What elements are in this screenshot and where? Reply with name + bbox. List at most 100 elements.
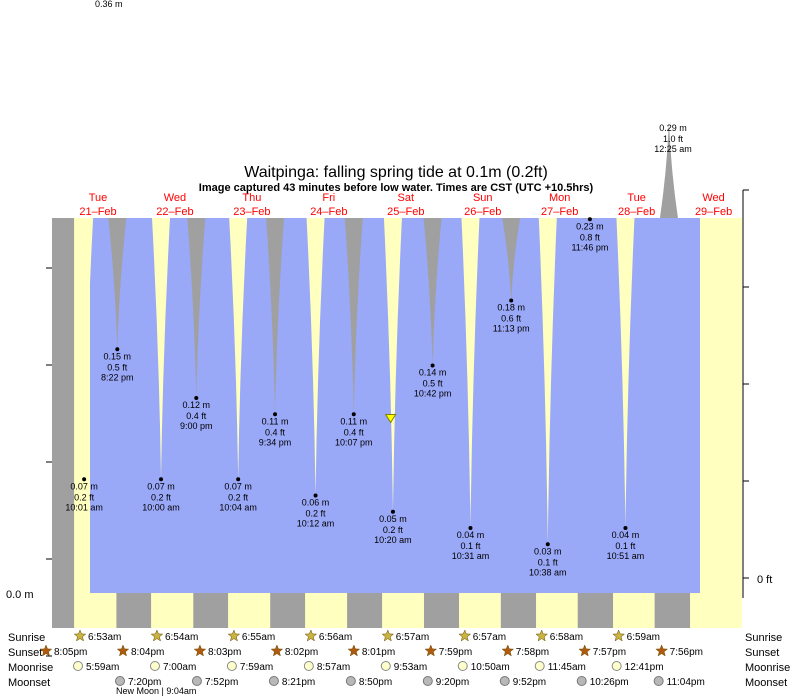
tide-point xyxy=(236,477,241,482)
date-label: 22–Feb xyxy=(156,206,193,218)
row-label-right-moonrise: Moonrise xyxy=(745,662,790,674)
tide-wedge xyxy=(659,121,678,218)
date-label: 29–Feb xyxy=(695,206,732,218)
tide-time: 10:20 am xyxy=(374,535,412,545)
tide-wedge xyxy=(538,218,557,545)
sunset-time: 7:57pm xyxy=(593,647,626,658)
date-label: 24–Feb xyxy=(310,206,347,218)
row-label-right-moonset: Moonset xyxy=(745,677,787,689)
tide-point xyxy=(351,412,356,417)
moonrise-icon xyxy=(303,661,314,671)
night-band xyxy=(52,218,75,628)
date-label: 26–Feb xyxy=(464,206,501,218)
left-axis-label-max: 0.36 m xyxy=(95,0,123,9)
chart-header: Waitpinga: falling spring tide at 0.1m (… xyxy=(199,164,594,194)
tide-height-ft: 0.5 ft xyxy=(423,379,444,389)
moonrise-icon xyxy=(226,661,237,671)
sunrise-time: 6:53am xyxy=(88,632,121,643)
row-label-right-sunset: Sunset xyxy=(745,647,779,659)
sunrise-time: 6:54am xyxy=(165,632,198,643)
tide-height-m: 0.04 m xyxy=(457,530,485,540)
tide-time: 10:00 am xyxy=(142,502,180,512)
sunrise-icon xyxy=(73,629,87,642)
sunrise-icon xyxy=(612,629,626,642)
tide-height-m: 0.07 m xyxy=(70,481,98,491)
day-of-week-label: Wed xyxy=(164,192,186,204)
day-of-week-label: Fri xyxy=(322,192,335,204)
moon-phase-note: New Moon | 9:04am xyxy=(116,686,196,696)
tide-height-m: 0.03 m xyxy=(534,546,562,556)
sunset-icon xyxy=(193,644,207,657)
sunset-icon xyxy=(39,644,53,657)
sunset-time: 8:01pm xyxy=(362,647,395,658)
moonset-icon xyxy=(345,676,356,686)
tide-point xyxy=(509,298,514,303)
tide-wedge xyxy=(616,218,635,528)
day-labels: Tue 21–Feb Wed 22–Feb Thu 23–Feb Fri 24–Feb Sat 2… xyxy=(79,192,732,218)
tide-time: 11:13 pm xyxy=(493,324,530,334)
moonset-icon xyxy=(191,676,202,686)
sunset-time: 7:56pm xyxy=(670,647,703,658)
tide-height-ft: 0.5 ft xyxy=(107,362,128,372)
moonrise-time: 7:59am xyxy=(240,662,273,673)
tide-point xyxy=(313,493,318,498)
row-label-right-sunrise: Sunrise xyxy=(745,632,782,644)
chart-title: Waitpinga: falling spring tide at 0.1m (… xyxy=(244,164,548,181)
moonrise-time: 10:50am xyxy=(471,662,510,673)
moonset-time: 11:04pm xyxy=(667,677,705,688)
current-level-marker xyxy=(384,414,397,424)
sunset-time: 8:04pm xyxy=(131,647,164,658)
tide-height-m: 0.06 m xyxy=(302,498,330,508)
tide-height-ft: 0.1 ft xyxy=(615,541,636,551)
moonrise-time: 5:59am xyxy=(86,662,119,673)
date-label: 23–Feb xyxy=(233,206,270,218)
tide-height-ft: 0.2 ft xyxy=(74,492,95,502)
tide-point xyxy=(273,412,278,417)
moonset-time: 9:20pm xyxy=(436,677,469,688)
sunset-icon xyxy=(578,644,592,657)
tide-height-ft: 0.6 ft xyxy=(501,314,522,324)
tide-point xyxy=(115,347,120,352)
sunrise-icon xyxy=(535,629,549,642)
tide-time: 10:31 am xyxy=(452,551,490,561)
tide-wedge xyxy=(152,218,171,480)
tide-height-ft: 0.4 ft xyxy=(344,427,365,437)
tide-height-m: 0.14 m xyxy=(419,368,447,378)
tide-height-m: 0.04 m xyxy=(612,530,640,540)
sunrise-time: 6:59am xyxy=(627,632,660,643)
tide-time: 10:51 am xyxy=(607,551,645,561)
moonrise-icon xyxy=(457,661,468,671)
tide-point xyxy=(82,477,87,482)
day-of-week-label: Tue xyxy=(89,192,108,204)
sunrise-time: 6:57am xyxy=(396,632,429,643)
tide-time: 12:25 am xyxy=(654,144,692,154)
sunset-icon xyxy=(501,644,515,657)
tide-wedge xyxy=(75,218,94,480)
date-label: 28–Feb xyxy=(618,206,655,218)
astronomy-table: Sunrise Sunrise Sunset Sunset Moonrise Moonri… xyxy=(8,629,790,696)
sunrise-time: 6:55am xyxy=(242,632,275,643)
date-label: 27–Feb xyxy=(541,206,578,218)
moonrise-time: 8:57am xyxy=(317,662,350,673)
moonset-time: 10:26pm xyxy=(590,677,629,688)
tide-height-m: 0.18 m xyxy=(497,303,525,313)
tide-height-m: 0.05 m xyxy=(379,514,407,524)
sunset-icon xyxy=(116,644,130,657)
tide-height-ft: 0.8 ft xyxy=(580,232,601,242)
day-of-week-label: Sun xyxy=(473,192,493,204)
tide-time: 8:22 pm xyxy=(101,372,134,382)
sunrise-icon xyxy=(304,629,318,642)
axes: 0 ft 0.0 m 0.36 m xyxy=(6,0,772,657)
moonrise-icon xyxy=(380,661,391,671)
tide-point xyxy=(545,542,550,547)
tide-wedge xyxy=(344,218,363,415)
sunset-icon xyxy=(347,644,361,657)
row-label-moonrise: Moonrise xyxy=(8,662,53,674)
chart-subtitle: Image captured 43 minutes before low wat… xyxy=(199,182,594,194)
tide-wedge xyxy=(502,218,521,301)
tide-height-m: 0.11 m xyxy=(340,416,367,426)
tide-height-ft: 0.1 ft xyxy=(460,541,481,551)
moonset-icon xyxy=(115,676,125,686)
